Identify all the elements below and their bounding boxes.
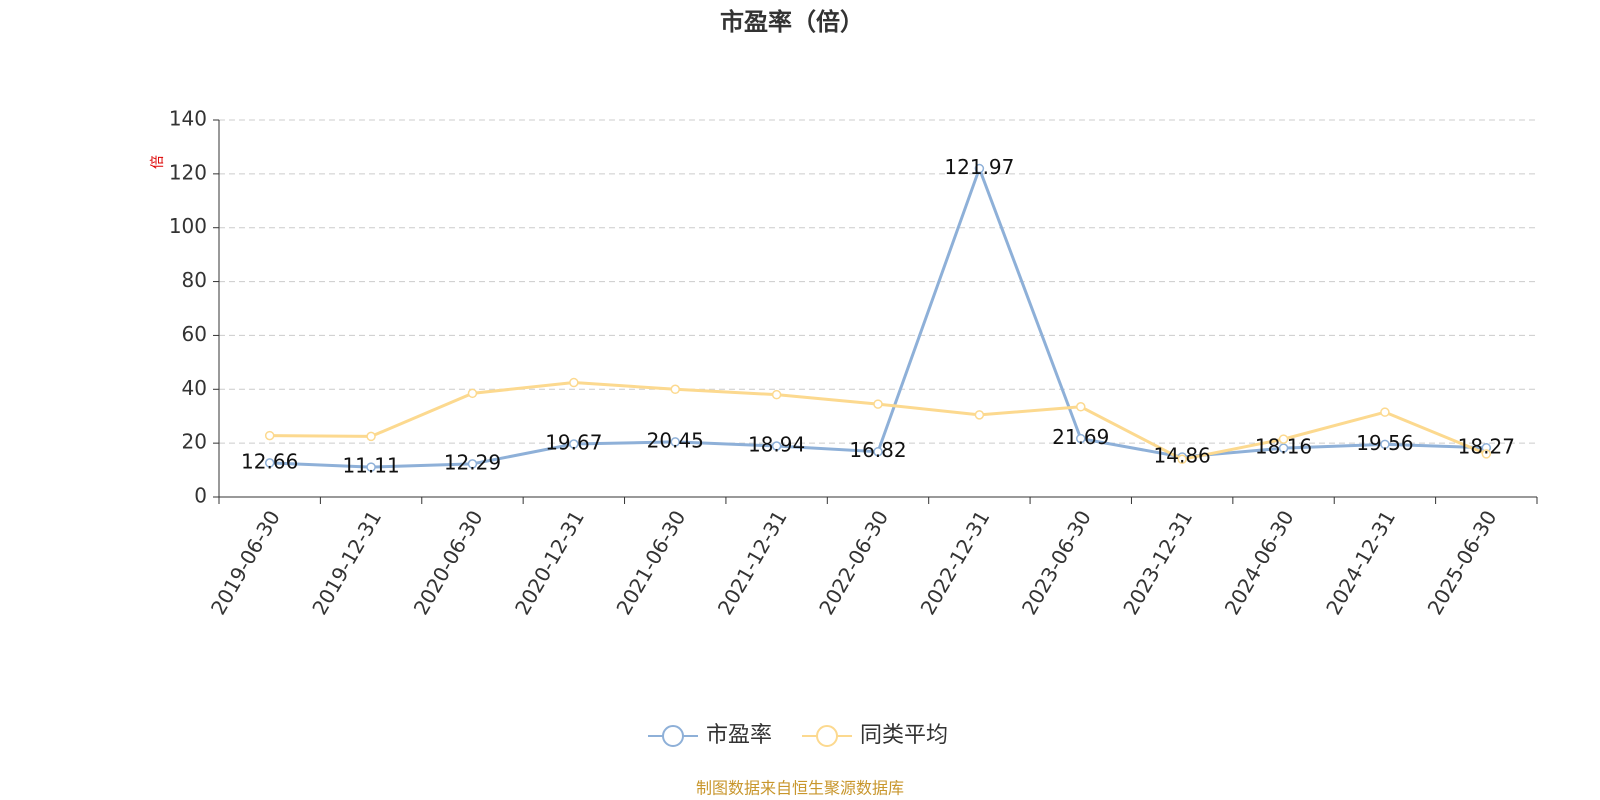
data-label: 12.29 xyxy=(444,450,501,474)
data-label: 19.56 xyxy=(1356,431,1413,455)
legend-label: 市盈率 xyxy=(706,723,772,748)
data-point xyxy=(569,377,579,388)
x-tick-label: 2025-06-30 xyxy=(1422,506,1501,619)
x-tick-label: 2020-06-30 xyxy=(409,506,488,619)
data-point xyxy=(771,389,782,400)
data-point xyxy=(366,462,376,472)
y-axis-label: 倍 xyxy=(150,155,166,169)
data-point xyxy=(467,388,478,399)
data-point xyxy=(670,437,680,447)
data-label: 16.82 xyxy=(849,438,906,462)
data-point xyxy=(974,163,985,174)
y-tick-label: 0 xyxy=(194,484,207,508)
y-tick-label: 120 xyxy=(169,160,207,184)
data-point xyxy=(366,431,376,442)
legend-marker xyxy=(662,725,684,747)
data-point xyxy=(1278,434,1289,444)
chart-title: 市盈率（倍） xyxy=(720,8,864,36)
data-label: 18.16 xyxy=(1255,435,1312,459)
y-tick-label: 40 xyxy=(182,376,207,400)
data-point xyxy=(1380,407,1390,417)
x-tick-label: 2023-12-31 xyxy=(1118,506,1197,619)
data-label: 14.86 xyxy=(1154,443,1211,467)
y-tick-label: 20 xyxy=(182,430,207,454)
x-tick-label: 2024-06-30 xyxy=(1220,506,1299,619)
data-point xyxy=(264,458,275,468)
data-point xyxy=(873,399,883,409)
y-tick-label: 100 xyxy=(169,214,207,238)
x-tick-label: 2024-12-31 xyxy=(1321,506,1400,619)
x-tick-label: 2019-12-31 xyxy=(307,506,386,619)
data-point xyxy=(264,430,275,441)
x-tick-label: 2019-06-30 xyxy=(206,506,285,619)
data-point xyxy=(467,459,478,469)
data-point xyxy=(1481,449,1492,459)
data-label: 19.67 xyxy=(545,431,602,455)
data-label: 21.69 xyxy=(1052,425,1109,449)
x-tick-label: 2020-12-31 xyxy=(510,506,589,619)
legend-marker xyxy=(816,725,839,747)
data-point xyxy=(771,441,782,451)
x-tick-label: 2022-06-30 xyxy=(814,506,893,619)
source-note: 制图数据来自恒生聚源数据库 xyxy=(696,779,904,798)
x-tick-label: 2023-06-30 xyxy=(1017,506,1096,619)
data-point xyxy=(670,384,680,395)
data-label: 12.66 xyxy=(241,449,298,473)
data-point xyxy=(1380,439,1390,450)
data-label: 18.27 xyxy=(1458,434,1515,458)
y-tick-label: 140 xyxy=(169,107,207,131)
data-point xyxy=(873,446,883,457)
data-point xyxy=(569,439,579,449)
x-tick-label: 2021-06-30 xyxy=(611,506,690,619)
x-tick-label: 2022-12-31 xyxy=(916,506,995,619)
data-label: 121.97 xyxy=(944,155,1014,179)
series-line xyxy=(269,164,1487,469)
x-tick-label: 2021-12-31 xyxy=(713,506,792,619)
data-point xyxy=(974,410,985,420)
data-point xyxy=(1076,433,1086,444)
legend-label: 同类平均 xyxy=(860,723,948,748)
data-label: 11.11 xyxy=(342,454,399,478)
legend: 市盈率 同类平均 xyxy=(648,723,948,748)
data-label: 20.45 xyxy=(647,428,704,452)
data-point xyxy=(1278,443,1289,453)
data-point xyxy=(1177,454,1187,465)
y-tick-label: 60 xyxy=(182,322,207,346)
data-point xyxy=(1076,402,1086,412)
y-tick-label: 80 xyxy=(182,268,207,292)
data-label: 18.94 xyxy=(748,432,805,456)
